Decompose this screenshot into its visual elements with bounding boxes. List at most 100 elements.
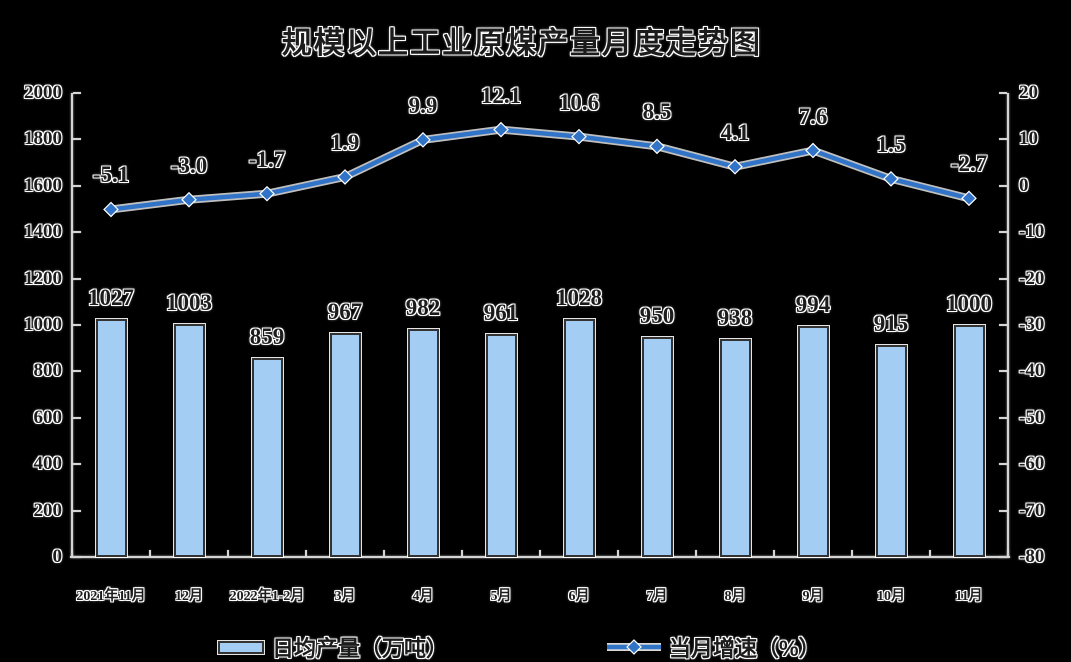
left-axis-tick [73,184,81,187]
left-axis-tick [73,231,81,234]
x-axis-label: 3月 [334,589,356,604]
left-axis-tick [73,277,81,280]
bar [95,318,127,557]
line-value-label: 10.6 [558,89,600,115]
line-value-label: 4.1 [720,119,750,145]
right-axis-tick-label: -40 [1019,360,1045,382]
x-axis-tick [773,550,775,556]
bar-value-label: 950 [639,302,675,328]
right-axis-tick [999,138,1007,141]
line-value-label: -3.0 [170,152,208,178]
x-axis-tick [71,550,73,556]
left-axis-tick [73,556,81,558]
bar [953,325,985,557]
bar-value-label: 967 [327,298,363,324]
left-axis-tick-label: 800 [33,360,63,382]
right-axis-tick-label: -80 [1019,546,1045,567]
right-axis-tick [999,463,1007,466]
bar-value-label: 1000 [946,291,992,316]
line-value-label: -5.1 [92,162,130,188]
left-axis-tick [73,509,81,512]
x-axis-tick [149,550,151,556]
left-axis-tick-label: 2000 [24,82,62,103]
right-axis-tick [999,370,1007,373]
right-axis-tick-label: 20 [1019,82,1038,103]
line-marker-diamond-icon [961,190,977,207]
left-axis-tick-label: 600 [33,406,63,428]
line-marker-diamond-icon [103,201,119,218]
bar [407,329,439,557]
line-value-label: -2.7 [950,151,988,177]
right-axis-tick-label: -10 [1019,221,1045,243]
x-axis-label: 10月 [877,589,905,604]
x-axis-label: 4月 [412,589,434,604]
x-axis-tick [929,550,931,556]
left-axis-tick [73,92,81,94]
line-value-label: 7.6 [798,103,828,129]
x-axis-tick [383,550,385,556]
bar [485,334,517,557]
bar [797,326,829,557]
x-axis-label: 7月 [646,589,668,604]
x-axis-tick [461,550,463,556]
bar-value-label: 1027 [88,284,134,310]
line-value-label: 12.1 [480,82,522,108]
left-axis-tick-label: 1200 [24,267,62,289]
x-axis-label: 11月 [955,589,983,604]
bar [563,318,595,557]
line-value-label: 1.5 [876,131,906,157]
left-axis-tick [73,416,81,419]
bar-value-label: 1028 [556,284,602,310]
bar-value-label: 994 [795,292,831,318]
left-axis-tick [73,138,81,141]
line-value-label: 9.9 [408,92,438,118]
x-axis-tick [1007,550,1009,556]
line-marker-diamond-icon [493,121,509,138]
legend-bar-swatch-icon [218,640,264,654]
x-axis-label: 5月 [490,589,512,604]
bar-value-label: 915 [873,310,909,336]
bar [251,357,283,557]
bar-value-label: 859 [249,323,285,349]
right-axis-tick [999,231,1007,234]
chart-title: 规模以上工业原煤产量月度走势图 [282,27,762,60]
left-axis-tick-label: 0 [52,546,63,567]
line-marker-diamond-icon [181,191,197,208]
line-marker-diamond-icon [259,185,275,202]
bar [719,339,751,557]
x-axis-label: 9月 [802,589,824,604]
right-axis-tick [999,324,1007,326]
line-value-label: 1.9 [330,129,360,155]
right-axis-tick [999,184,1007,187]
right-axis-tick [999,556,1007,558]
legend-line-swatch-icon [607,639,661,655]
bar-value-label: 938 [717,305,753,331]
right-axis-tick [999,92,1007,94]
left-axis-line [71,93,73,557]
line-marker-diamond-icon [883,170,899,187]
line-value-label: 8.5 [642,99,672,125]
bar [173,324,205,557]
right-axis-tick-label: -30 [1019,314,1045,335]
legend-item-growth: 当月增速（%） [605,633,821,661]
left-axis-tick-label: 1400 [24,221,62,243]
right-axis-tick-label: -60 [1019,453,1045,475]
line-marker-diamond-icon [727,158,743,175]
left-axis-tick [73,324,81,326]
bar-value-label: 982 [405,295,441,321]
left-axis-tick [73,370,81,373]
line-marker-diamond-icon [805,142,821,159]
growth-line [110,127,970,212]
x-axis-tick [695,550,697,556]
line-marker-diamond-icon [415,132,431,148]
right-axis-tick-label: 10 [1019,128,1038,150]
right-axis-tick-label: -50 [1019,406,1045,428]
x-axis-label: 8月 [724,589,746,604]
legend: 日均产量（万吨） 当月增速（%） [0,633,1071,661]
bar [641,336,673,557]
right-axis-tick-label: -70 [1019,499,1045,521]
x-axis-label: 2021年11月 [76,589,146,604]
line-value-label: -1.7 [248,146,286,172]
